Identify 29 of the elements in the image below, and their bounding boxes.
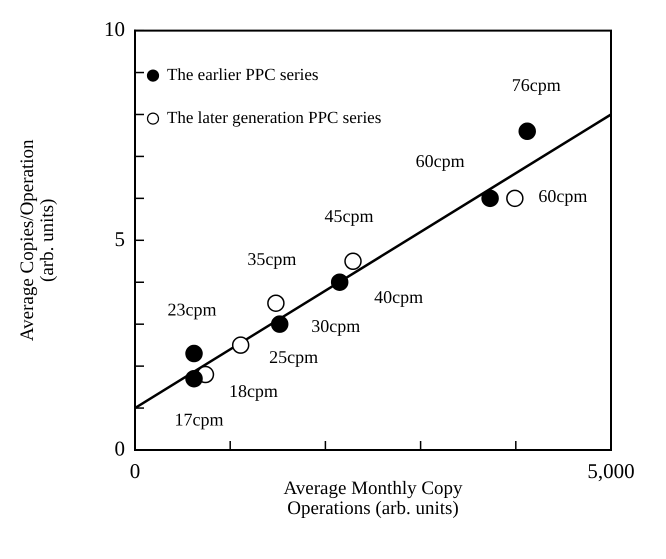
- point: [185, 344, 203, 362]
- annotation: 76cpm: [512, 74, 561, 95]
- annotation: 60cpm: [416, 151, 465, 172]
- point: [232, 336, 250, 354]
- annotation: 45cpm: [324, 206, 374, 226]
- annotation: 25cpm: [269, 346, 318, 367]
- point: [270, 315, 288, 333]
- annotation: 30cpm: [311, 316, 360, 336]
- point: [481, 190, 499, 208]
- y-tick-label: 5: [114, 226, 125, 251]
- annotation: 35cpm: [247, 248, 296, 269]
- y-axis-title: Average Copies/Operation (arb. units): [16, 138, 58, 342]
- annotation: 18cpm: [228, 381, 278, 402]
- point: [330, 273, 348, 291]
- annotation: 23cpm: [168, 299, 217, 320]
- y-tick-label: 0: [114, 436, 125, 461]
- x-axis-title: Average Monthly Copy Operations (arb. units): [283, 478, 464, 520]
- point: [267, 294, 285, 312]
- annotation: 60cpm: [538, 186, 588, 206]
- point: [506, 190, 524, 208]
- annotation: 17cpm: [174, 409, 224, 430]
- point: [185, 370, 203, 388]
- x-tick-label: 5,000: [587, 459, 635, 484]
- point: [518, 122, 536, 140]
- y-tick-label: 10: [104, 17, 125, 42]
- legend-label: The later generation PPC series: [167, 108, 382, 128]
- legend-label: The earlier PPC series: [167, 65, 319, 84]
- point: [344, 252, 362, 270]
- annotation: 40cpm: [374, 286, 424, 307]
